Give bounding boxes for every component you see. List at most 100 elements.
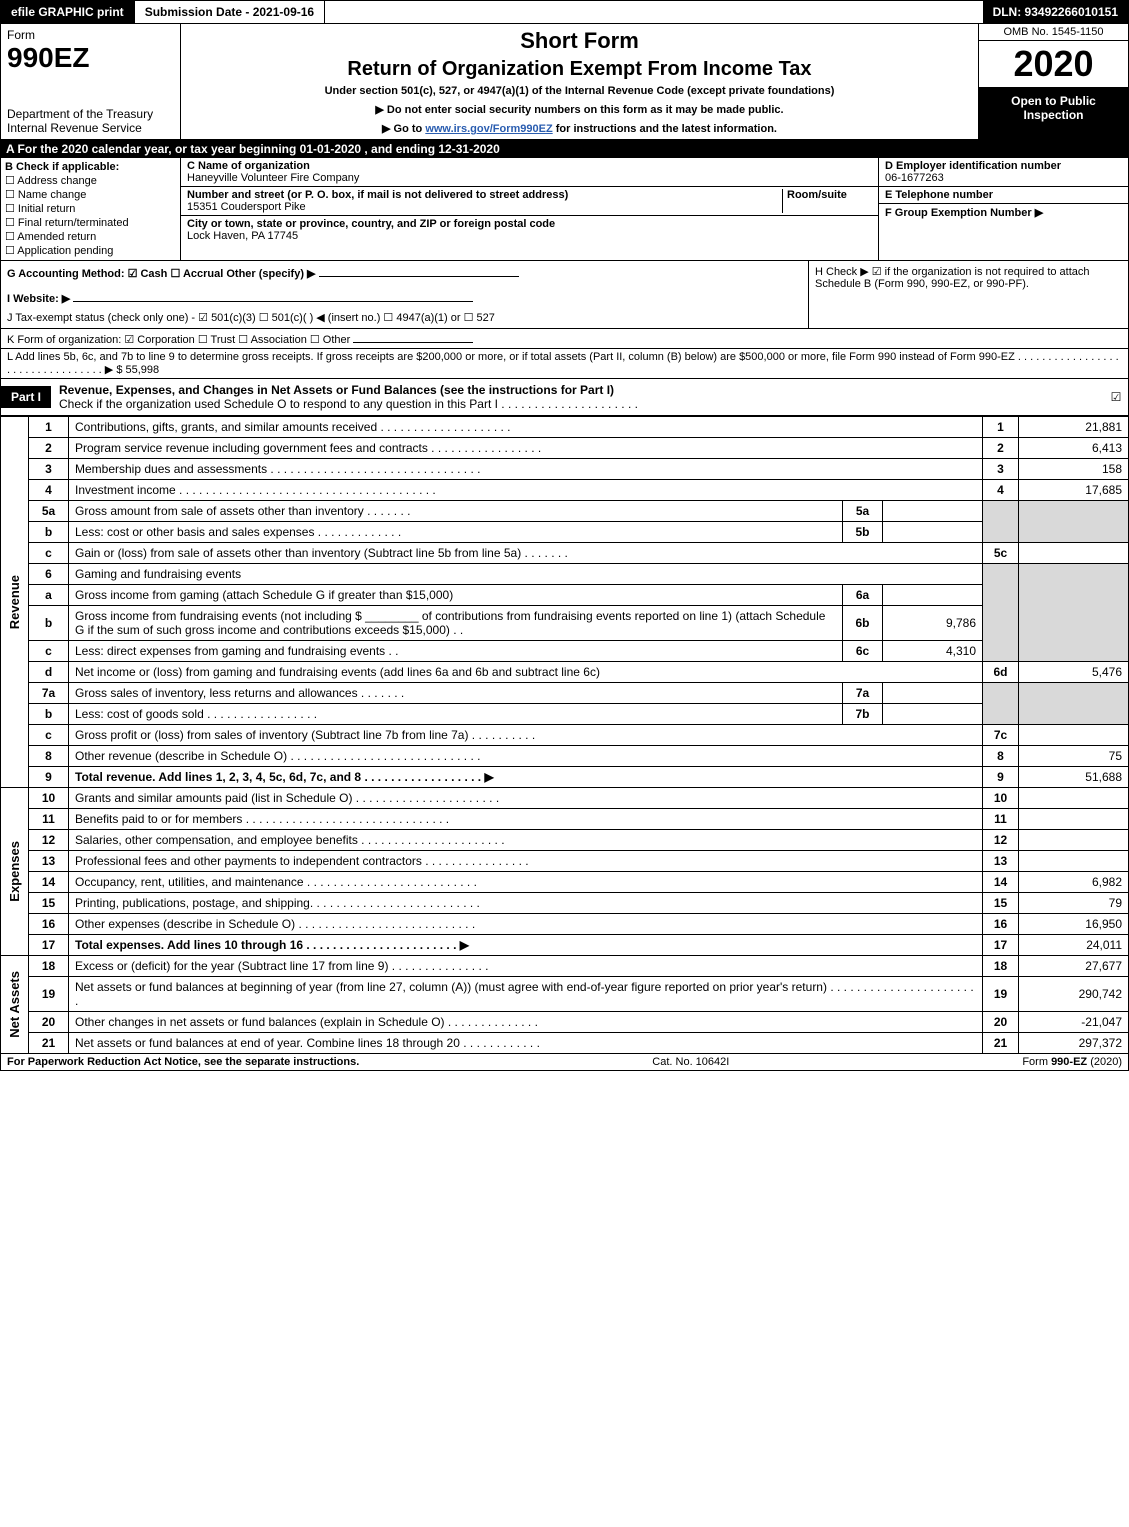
- l-gross-receipts: L Add lines 5b, 6c, and 7b to line 9 to …: [0, 349, 1129, 379]
- return-title: Return of Organization Exempt From Incom…: [187, 58, 972, 81]
- ln5a-num: 5a: [29, 501, 69, 522]
- ln6d-rn: 6d: [983, 662, 1019, 683]
- footer-center: Cat. No. 10642I: [652, 1056, 729, 1068]
- ln6b-mn: 6b: [843, 606, 883, 641]
- ln11-desc: Benefits paid to or for members . . . . …: [69, 809, 983, 830]
- top-bar: efile GRAPHIC print Submission Date - 20…: [0, 0, 1129, 24]
- ln8-rn: 8: [983, 746, 1019, 767]
- ln10-rn: 10: [983, 788, 1019, 809]
- ln6c-desc: Less: direct expenses from gaming and fu…: [69, 641, 843, 662]
- ln1-rn: 1: [983, 417, 1019, 438]
- b-name-change[interactable]: ☐ Name change: [5, 188, 176, 201]
- ln7b-num: b: [29, 704, 69, 725]
- b-final-return[interactable]: ☐ Final return/terminated: [5, 216, 176, 229]
- goto-link[interactable]: www.irs.gov/Form990EZ: [425, 123, 552, 135]
- ln20-num: 20: [29, 1012, 69, 1033]
- dept-treasury: Department of the Treasury: [7, 107, 174, 121]
- goto-pre: ▶ Go to: [382, 123, 425, 135]
- ln5b-mn: 5b: [843, 522, 883, 543]
- part1-check[interactable]: ☑: [1104, 390, 1128, 404]
- short-form-title: Short Form: [187, 28, 972, 54]
- tax-year: 2020: [979, 41, 1128, 88]
- side-netassets: Net Assets: [7, 971, 22, 1038]
- ln3-num: 3: [29, 459, 69, 480]
- ln18-num: 18: [29, 956, 69, 977]
- footer-left: For Paperwork Reduction Act Notice, see …: [7, 1056, 359, 1068]
- part1-header: Part I Revenue, Expenses, and Changes in…: [0, 379, 1129, 416]
- ln9-rn: 9: [983, 767, 1019, 788]
- ln5c-rn: 5c: [983, 543, 1019, 564]
- ln14-desc: Occupancy, rent, utilities, and maintena…: [69, 872, 983, 893]
- ln21-rn: 21: [983, 1033, 1019, 1054]
- ln21-num: 21: [29, 1033, 69, 1054]
- column-def: D Employer identification number 06-1677…: [878, 158, 1128, 260]
- dln-label: DLN: 93492266010151: [983, 1, 1128, 23]
- b-address-change[interactable]: ☐ Address change: [5, 174, 176, 187]
- ln9-num: 9: [29, 767, 69, 788]
- column-c: C Name of organization Haneyville Volunt…: [181, 158, 878, 260]
- ln5a-mn: 5a: [843, 501, 883, 522]
- ln2-rn: 2: [983, 438, 1019, 459]
- ln6d-num: d: [29, 662, 69, 683]
- ln12-desc: Salaries, other compensation, and employ…: [69, 830, 983, 851]
- ln15-rn: 15: [983, 893, 1019, 914]
- ln11-val: [1019, 809, 1129, 830]
- ln18-rn: 18: [983, 956, 1019, 977]
- no-ssn-text: ▶ Do not enter social security numbers o…: [187, 103, 972, 116]
- j-tax-exempt: J Tax-exempt status (check only one) - ☑…: [7, 311, 802, 324]
- ln20-desc: Other changes in net assets or fund bala…: [69, 1012, 983, 1033]
- org-street: 15351 Coudersport Pike: [187, 201, 782, 213]
- ln9-desc: Total revenue. Add lines 1, 2, 3, 4, 5c,…: [69, 767, 983, 788]
- ln17-rn: 17: [983, 935, 1019, 956]
- ln10-desc: Grants and similar amounts paid (list in…: [69, 788, 983, 809]
- ln3-val: 158: [1019, 459, 1129, 480]
- ln14-val: 6,982: [1019, 872, 1129, 893]
- ln18-val: 27,677: [1019, 956, 1129, 977]
- b-title: B Check if applicable:: [5, 161, 176, 173]
- ln15-desc: Printing, publications, postage, and shi…: [69, 893, 983, 914]
- ln12-val: [1019, 830, 1129, 851]
- g-accounting: G Accounting Method: ☑ Cash ☐ Accrual Ot…: [7, 265, 802, 280]
- ln8-num: 8: [29, 746, 69, 767]
- b-amended-return[interactable]: ☐ Amended return: [5, 230, 176, 243]
- ln21-desc: Net assets or fund balances at end of ye…: [69, 1033, 983, 1054]
- form-header: Form 990EZ Department of the Treasury In…: [0, 24, 1129, 140]
- ln1-desc: Contributions, gifts, grants, and simila…: [69, 417, 983, 438]
- ln19-rn: 19: [983, 977, 1019, 1012]
- ln4-desc: Investment income . . . . . . . . . . . …: [69, 480, 983, 501]
- column-b: B Check if applicable: ☐ Address change …: [1, 158, 181, 260]
- b-initial-return[interactable]: ☐ Initial return: [5, 202, 176, 215]
- footer-right: Form 990-EZ (2020): [1022, 1056, 1122, 1068]
- ln16-val: 16,950: [1019, 914, 1129, 935]
- ln6b-mv: 9,786: [883, 606, 983, 641]
- page-footer: For Paperwork Reduction Act Notice, see …: [0, 1054, 1129, 1071]
- ln5a-desc: Gross amount from sale of assets other t…: [69, 501, 843, 522]
- b-application-pending[interactable]: ☐ Application pending: [5, 244, 176, 257]
- ln6a-desc: Gross income from gaming (attach Schedul…: [69, 585, 843, 606]
- ln6a-num: a: [29, 585, 69, 606]
- ln16-desc: Other expenses (describe in Schedule O) …: [69, 914, 983, 935]
- ln7c-val: [1019, 725, 1129, 746]
- ln4-rn: 4: [983, 480, 1019, 501]
- goto-line: ▶ Go to www.irs.gov/Form990EZ for instru…: [187, 122, 972, 135]
- part1-subtitle: Check if the organization used Schedule …: [59, 397, 638, 411]
- ln7a-desc: Gross sales of inventory, less returns a…: [69, 683, 843, 704]
- ln9-val: 51,688: [1019, 767, 1129, 788]
- ln14-num: 14: [29, 872, 69, 893]
- open-public-inspection: Open to Public Inspection: [979, 88, 1128, 139]
- ln11-num: 11: [29, 809, 69, 830]
- org-city: Lock Haven, PA 17745: [187, 230, 872, 242]
- ln15-val: 79: [1019, 893, 1129, 914]
- k-form-org: K Form of organization: ☑ Corporation ☐ …: [0, 329, 1129, 349]
- ln7c-rn: 7c: [983, 725, 1019, 746]
- ln5c-desc: Gain or (loss) from sale of assets other…: [69, 543, 983, 564]
- f-group-label: F Group Exemption Number ▶: [885, 206, 1122, 219]
- ln5a-mv: [883, 501, 983, 522]
- submission-date-button[interactable]: Submission Date - 2021-09-16: [135, 1, 325, 23]
- row-gh: G Accounting Method: ☑ Cash ☐ Accrual Ot…: [0, 261, 1129, 329]
- ln20-val: -21,047: [1019, 1012, 1129, 1033]
- ln10-num: 10: [29, 788, 69, 809]
- efile-button[interactable]: efile GRAPHIC print: [1, 1, 135, 23]
- ln13-rn: 13: [983, 851, 1019, 872]
- ln6c-mv: 4,310: [883, 641, 983, 662]
